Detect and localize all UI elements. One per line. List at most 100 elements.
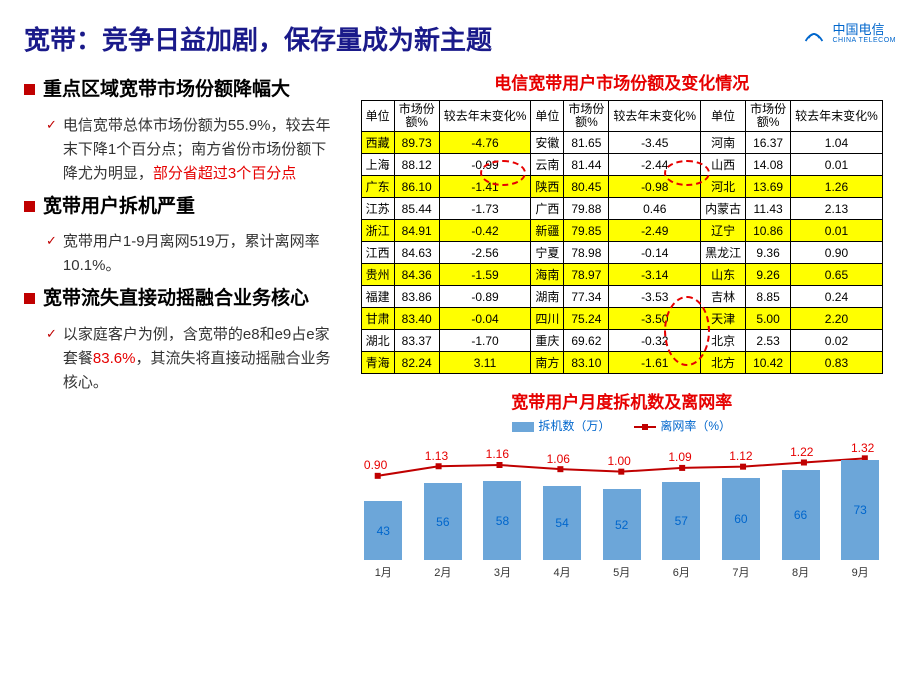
table-cell: 0.02 — [791, 330, 883, 352]
table-cell: 安徽 — [531, 132, 564, 154]
bar: 43 — [364, 501, 402, 560]
table-cell: -0.32 — [609, 330, 701, 352]
line-value: 1.00 — [607, 454, 630, 468]
x-label: 8月 — [792, 564, 809, 580]
table-cell: 海南 — [531, 264, 564, 286]
table-cell: 内蒙古 — [701, 198, 746, 220]
bar-value: 57 — [675, 514, 688, 528]
table-cell: 2.53 — [746, 330, 791, 352]
table-cell: -0.04 — [439, 308, 531, 330]
table-cell: 浙江 — [361, 220, 394, 242]
bullet-square-icon — [24, 201, 35, 212]
table-cell: 84.36 — [394, 264, 439, 286]
table-cell: 10.42 — [746, 352, 791, 374]
table-cell: 黑龙江 — [701, 242, 746, 264]
table-header: 市场份额% — [394, 101, 439, 132]
table-cell: 77.34 — [564, 286, 609, 308]
table-cell: 河北 — [701, 176, 746, 198]
table-cell: 8.85 — [746, 286, 791, 308]
left-panel: 重点区域宽带市场份额降幅大✓电信宽带总体市场份额为55.9%，较去年末下降1个百… — [24, 69, 347, 580]
table-cell: -2.49 — [609, 220, 701, 242]
table-cell: 14.08 — [746, 154, 791, 176]
table-header: 市场份额% — [564, 101, 609, 132]
table-cell: 吉林 — [701, 286, 746, 308]
table-cell: -2.56 — [439, 242, 531, 264]
table-cell: 10.86 — [746, 220, 791, 242]
line-value: 1.13 — [425, 449, 448, 463]
table-cell: 69.62 — [564, 330, 609, 352]
table-cell: 89.73 — [394, 132, 439, 154]
table-cell: -4.76 — [439, 132, 531, 154]
table-header: 单位 — [701, 101, 746, 132]
bar-value: 60 — [734, 512, 747, 526]
table-cell: -3.45 — [609, 132, 701, 154]
page-title: 宽带：竞争日益加剧，保存量成为新主题 — [24, 20, 492, 57]
legend-line-label: 离网率（%） — [660, 419, 731, 433]
table-cell: 宁夏 — [531, 242, 564, 264]
table-cell: -0.42 — [439, 220, 531, 242]
x-label: 4月 — [554, 564, 571, 580]
table-header: 较去年末变化% — [609, 101, 701, 132]
table-cell: 贵州 — [361, 264, 394, 286]
table-cell: 上海 — [361, 154, 394, 176]
table-cell: 86.10 — [394, 176, 439, 198]
x-label: 3月 — [494, 564, 511, 580]
logo: 中国电信 CHINA TELECOM — [800, 20, 896, 48]
table-cell: -2.44 — [609, 154, 701, 176]
table-cell: 11.43 — [746, 198, 791, 220]
bar: 56 — [424, 483, 462, 560]
table-cell: 9.36 — [746, 242, 791, 264]
table-cell: 0.83 — [791, 352, 883, 374]
bar-value: 73 — [853, 503, 866, 517]
table-cell: 85.44 — [394, 198, 439, 220]
table-cell: 四川 — [531, 308, 564, 330]
table-cell: -3.14 — [609, 264, 701, 286]
table-cell: 83.37 — [394, 330, 439, 352]
table-cell: -3.53 — [609, 286, 701, 308]
table-cell: 陕西 — [531, 176, 564, 198]
legend-bar-swatch — [512, 422, 534, 432]
table-cell: 青海 — [361, 352, 394, 374]
bar-value: 52 — [615, 518, 628, 532]
table-header: 较去年末变化% — [439, 101, 531, 132]
table-cell: 江苏 — [361, 198, 394, 220]
table-cell: 0.65 — [791, 264, 883, 286]
bullet-subtext: 电信宽带总体市场份额为55.9%，较去年末下降1个百分点；南方省份市场份额下降尤… — [63, 114, 338, 186]
table-cell: 重庆 — [531, 330, 564, 352]
table-cell: 0.01 — [791, 154, 883, 176]
table-cell: 81.65 — [564, 132, 609, 154]
table-cell: 山西 — [701, 154, 746, 176]
line-value: 1.22 — [790, 445, 813, 459]
bar-value: 56 — [436, 515, 449, 529]
table-cell: -0.98 — [609, 176, 701, 198]
table-cell: 天津 — [701, 308, 746, 330]
bullet-subtext: 以家庭客户为例，含宽带的e8和e9占e家套餐83.6%，其流失将直接动摇融合业务… — [63, 323, 338, 395]
table-cell: 3.11 — [439, 352, 531, 374]
table-cell: 福建 — [361, 286, 394, 308]
table-cell: -1.61 — [609, 352, 701, 374]
table-cell: 78.97 — [564, 264, 609, 286]
table-cell: 83.10 — [564, 352, 609, 374]
table-cell: 1.04 — [791, 132, 883, 154]
table-cell: 13.69 — [746, 176, 791, 198]
legend-line-swatch — [634, 426, 656, 428]
table-cell: 84.63 — [394, 242, 439, 264]
table-cell: 79.85 — [564, 220, 609, 242]
table-cell: -0.14 — [609, 242, 701, 264]
table-cell: -3.50 — [609, 308, 701, 330]
right-panel: 电信宽带用户市场份额及变化情况 单位市场份额%较去年末变化%单位市场份额%较去年… — [347, 69, 896, 580]
line-value: 0.90 — [364, 458, 387, 472]
table-cell: 南方 — [531, 352, 564, 374]
bullet-heading: 宽带用户拆机严重 — [43, 194, 195, 221]
table-cell: 82.24 — [394, 352, 439, 374]
table-cell: 0.24 — [791, 286, 883, 308]
check-icon: ✓ — [46, 233, 57, 249]
check-icon: ✓ — [46, 117, 57, 133]
table-header: 较去年末变化% — [791, 101, 883, 132]
bullet-subtext: 宽带用户1-9月离网519万，累计离网率10.1%。 — [63, 230, 338, 278]
bar: 73 — [841, 460, 879, 560]
table-cell: -1.70 — [439, 330, 531, 352]
bullet-heading: 宽带流失直接动摇融合业务核心 — [43, 286, 309, 313]
table-cell: 北京 — [701, 330, 746, 352]
bar-value: 54 — [555, 516, 568, 530]
